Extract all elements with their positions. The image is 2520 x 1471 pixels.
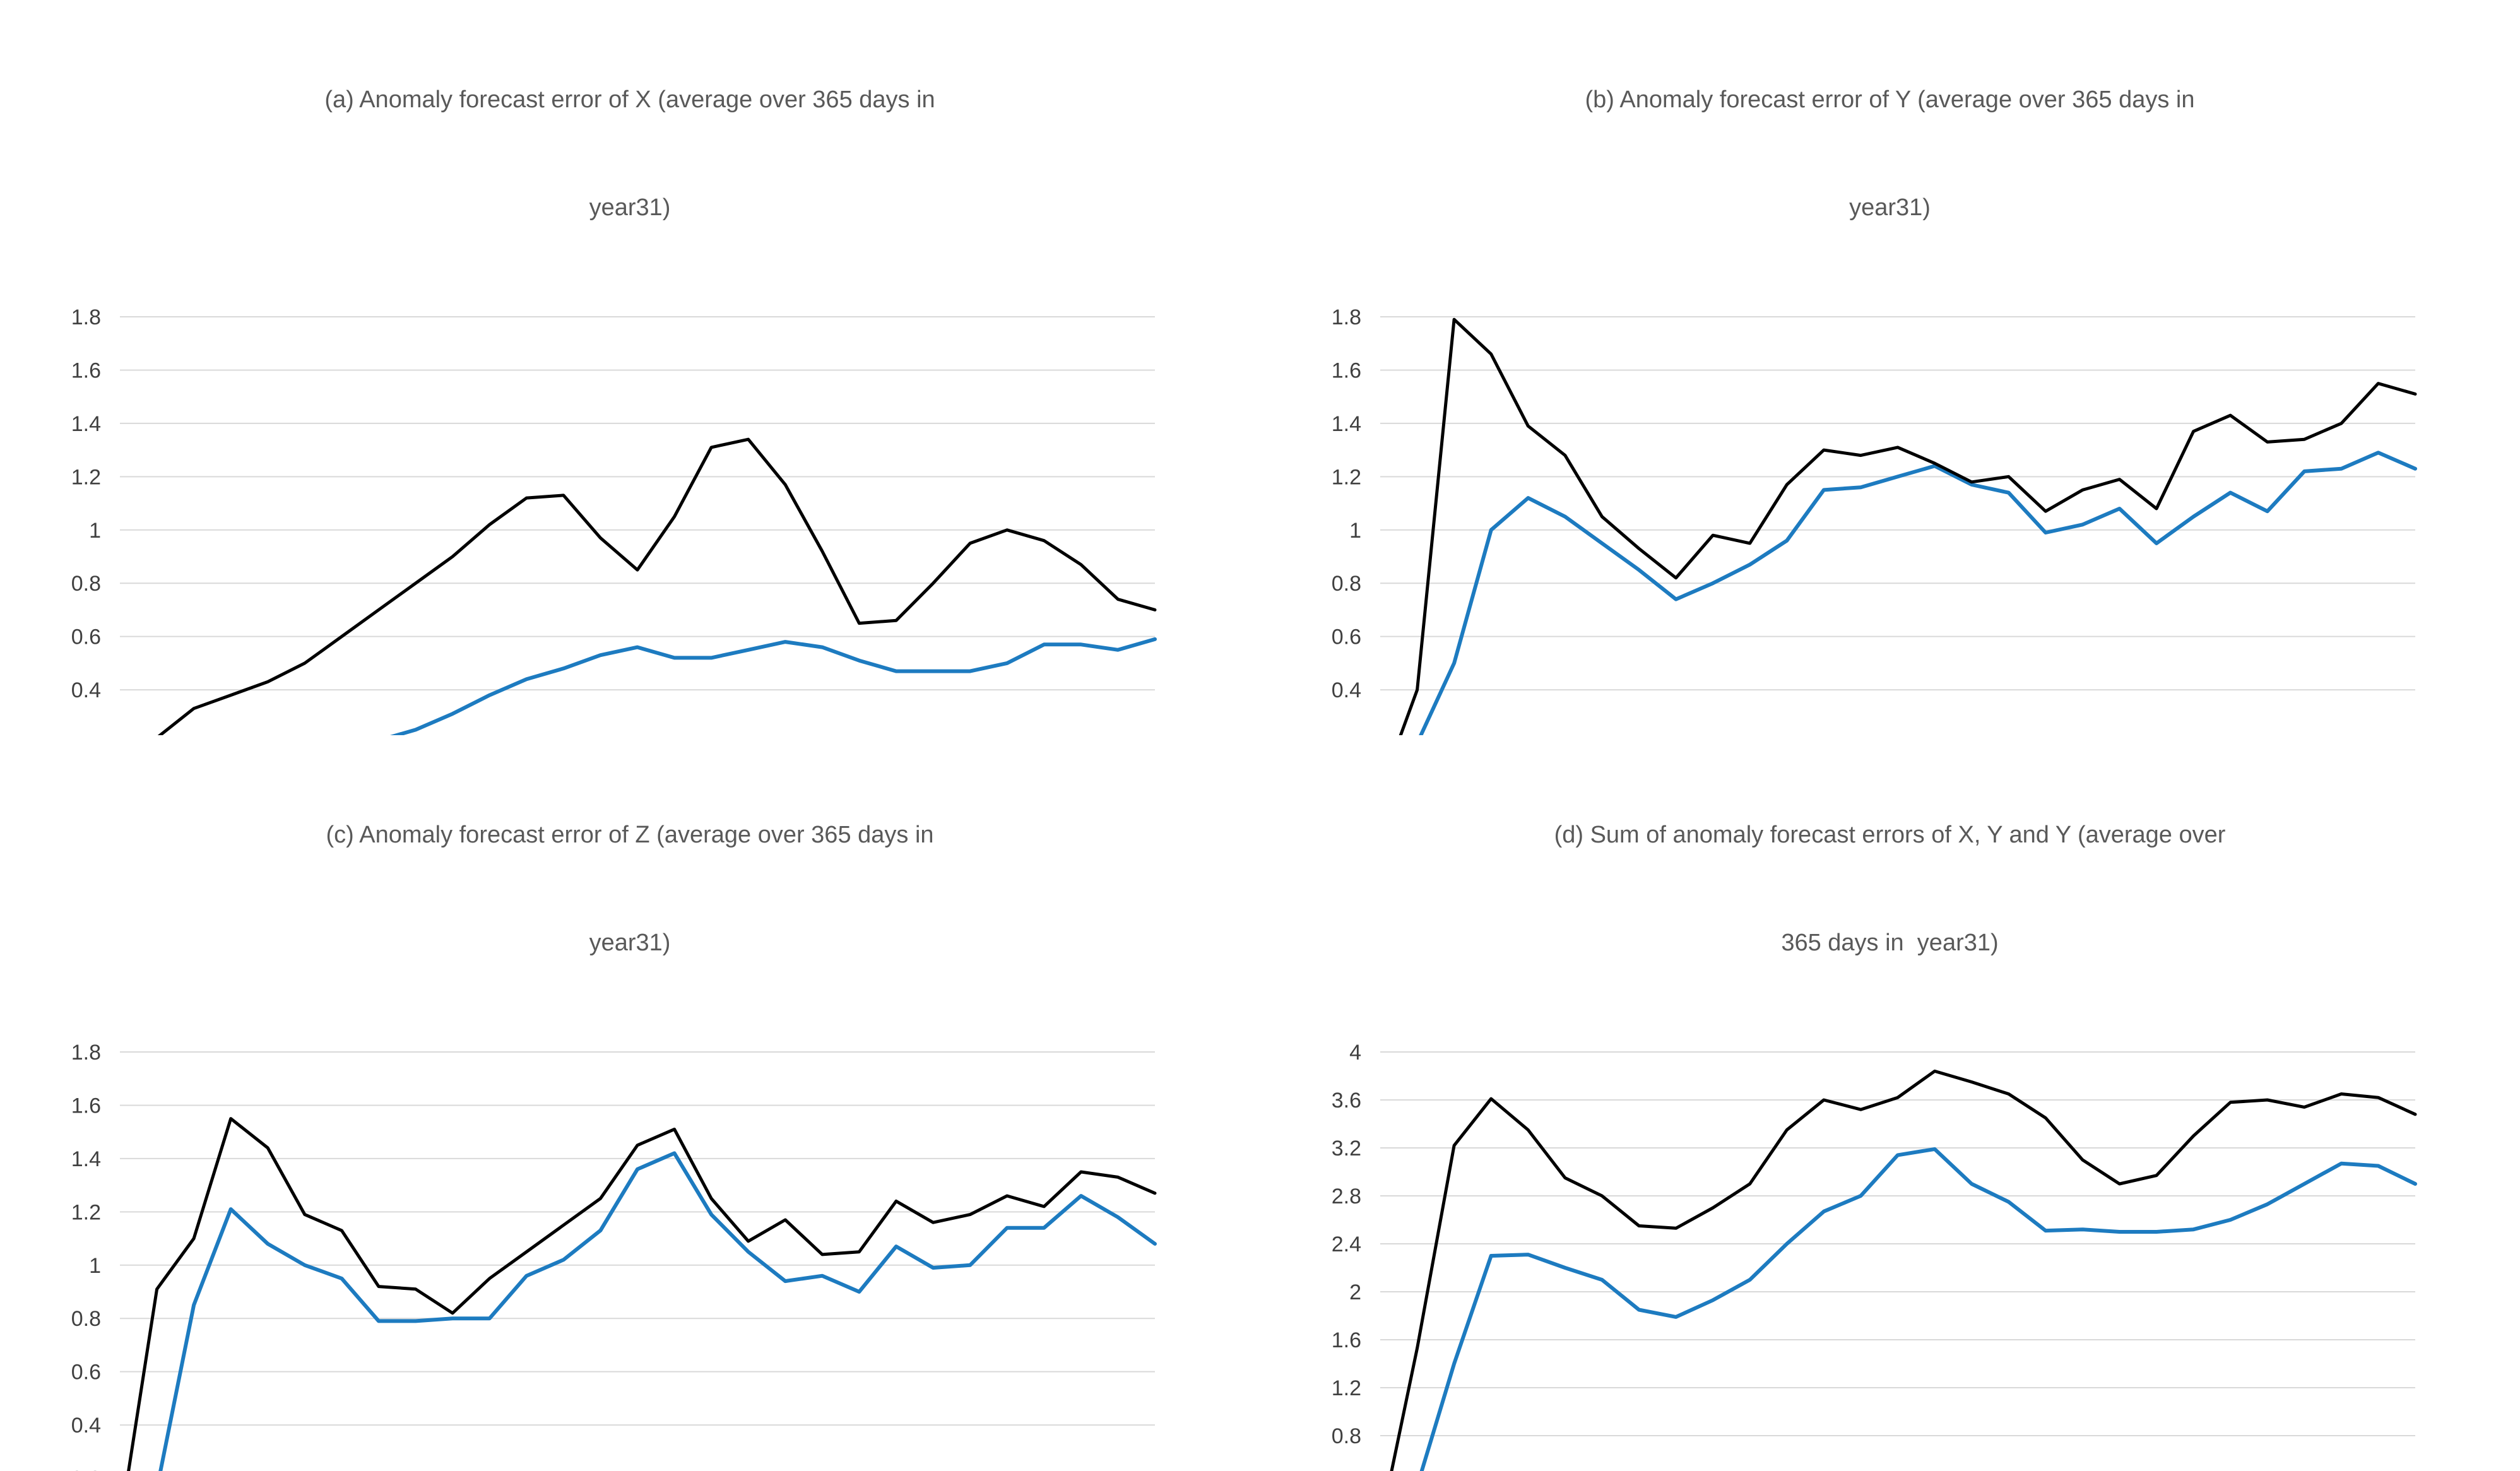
series-line-o-climate — [1389, 1069, 2416, 1471]
y-tick-label: 0.4 — [71, 678, 101, 702]
y-tick-label: 0.2 — [1331, 732, 1361, 735]
chart-title-line2: year31) — [589, 194, 671, 221]
y-tick-label: 0.8 — [1331, 1424, 1361, 1448]
y-tick-label: 1.8 — [1331, 305, 1361, 329]
chart-title-line1: (c) Anomaly forecast error of Z (average… — [326, 822, 934, 848]
series-line-m-climate — [389, 637, 1157, 735]
y-tick-label: 2 — [1349, 1280, 1361, 1304]
chart-panel-d: (d) Sum of anomaly forecast errors of X,… — [1260, 735, 2520, 1471]
chart-c-plot-area: 00.20.40.60.811.21.41.61.801234567891011… — [71, 1041, 1157, 1471]
chart-a-plot-area: 00.20.40.60.811.21.41.61.801234567891011… — [71, 305, 1157, 735]
chart-d-plot-area: 00.40.81.21.622.42.83.23.640123456789101… — [1331, 1041, 2417, 1471]
chart-title: (a) Anomaly forecast error of X (average… — [0, 10, 1260, 298]
y-tick-label: 1 — [89, 519, 101, 543]
y-tick-label: 1 — [89, 1254, 101, 1278]
y-tick-label: 1.4 — [71, 1147, 101, 1171]
chart-title: (d) Sum of anomaly forecast errors of X,… — [1260, 745, 2520, 1033]
y-tick-label: 0.6 — [71, 1361, 101, 1385]
y-tick-label: 0.8 — [71, 1307, 101, 1331]
y-tick-label: 1 — [1349, 519, 1361, 543]
y-tick-label: 0.2 — [71, 1467, 101, 1471]
y-tick-label: 0.6 — [1331, 625, 1361, 649]
chart-panel-c: (c) Anomaly forecast error of Z (average… — [0, 735, 1260, 1471]
series-line-m-climate — [158, 1151, 1157, 1471]
y-tick-label: 1.4 — [1331, 412, 1361, 436]
y-tick-label: 0.4 — [1331, 678, 1361, 702]
chart-title-line1: (b) Anomaly forecast error of Y (average… — [1585, 86, 2195, 113]
chart-title-line2: 365 days in year31) — [1781, 930, 1999, 956]
y-tick-label: 2.4 — [1331, 1232, 1361, 1256]
chart-title-line2: year31) — [1849, 194, 1931, 221]
chart-title: (b) Anomaly forecast error of Y (average… — [1260, 10, 2520, 298]
y-tick-label: 1.2 — [71, 1200, 101, 1224]
y-tick-label: 0.8 — [1331, 572, 1361, 596]
chart-title-line1: (d) Sum of anomaly forecast errors of X,… — [1554, 822, 2226, 848]
y-tick-label: 1.8 — [71, 305, 101, 329]
series-line-m-climate — [1419, 1147, 2417, 1471]
y-tick-label: 3.6 — [1331, 1089, 1361, 1113]
y-tick-label: 1.2 — [1331, 1376, 1361, 1400]
y-tick-label: 1.2 — [71, 465, 101, 489]
series-line-o-climate — [1399, 317, 2416, 735]
series-line-m-climate — [1418, 451, 2417, 735]
chart-title-line1: (a) Anomaly forecast error of X (average… — [324, 86, 935, 113]
y-tick-label: 0.2 — [71, 732, 101, 735]
y-tick-label: 1.6 — [71, 358, 101, 382]
y-tick-label: 0.6 — [71, 625, 101, 649]
series-line-o-climate — [157, 437, 1157, 735]
chart-title-line2: year31) — [589, 930, 671, 956]
y-tick-label: 1.4 — [71, 412, 101, 436]
y-tick-label: 4 — [1349, 1041, 1361, 1065]
y-tick-label: 0.8 — [71, 572, 101, 596]
y-tick-label: 1.2 — [1331, 465, 1361, 489]
y-tick-label: 1.6 — [71, 1094, 101, 1118]
chart-panel-b: (b) Anomaly forecast error of Y (average… — [1260, 0, 2520, 735]
y-tick-label: 2.8 — [1331, 1184, 1361, 1208]
y-tick-label: 3.2 — [1331, 1137, 1361, 1161]
series-line-o-climate — [127, 1117, 1157, 1471]
chart-b-plot-area: 00.20.40.60.811.21.41.61.801234567891011… — [1331, 305, 2417, 735]
y-tick-label: 1.6 — [1331, 1328, 1361, 1352]
y-tick-label: 0.4 — [71, 1414, 101, 1438]
chart-title: (c) Anomaly forecast error of Z (average… — [0, 745, 1260, 1033]
y-tick-label: 1.6 — [1331, 358, 1361, 382]
chart-panel-a: (a) Anomaly forecast error of X (average… — [0, 0, 1260, 735]
y-tick-label: 1.8 — [71, 1041, 101, 1065]
